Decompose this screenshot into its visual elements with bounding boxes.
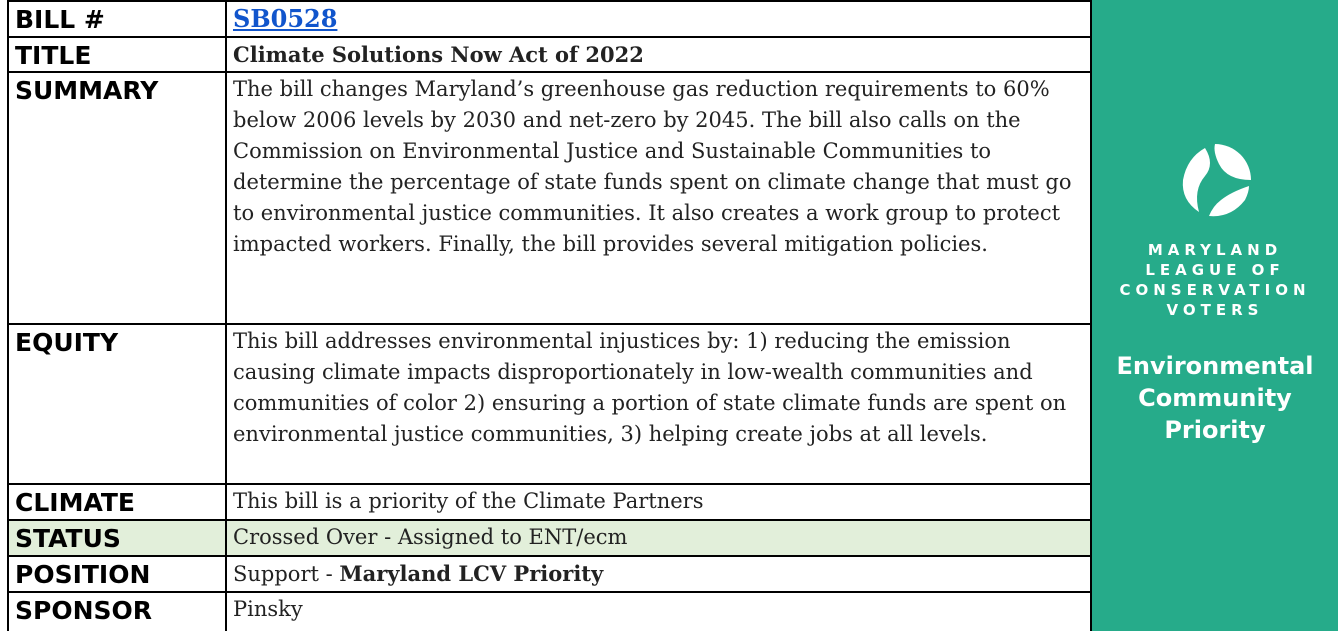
value: SB0528: [225, 0, 1092, 38]
label: POSITION: [7, 555, 227, 593]
line: CONSERVATION: [1119, 281, 1311, 299]
label: CLIMATE: [7, 483, 227, 521]
row: BILL # SB0528: [7, 0, 1092, 38]
value: Crossed Over - Assigned to ENT/ecm: [225, 519, 1092, 557]
row: TITLE Climate Solutions Now Act of 2022: [7, 36, 1092, 73]
label: EQUITY: [7, 323, 227, 485]
value: This bill is a priority of the Climate P…: [225, 483, 1092, 521]
line: Priority: [1164, 416, 1266, 444]
value: Climate Solutions Now Act of 2022: [225, 36, 1092, 73]
row: STATUS Crossed Over - Assigned to ENT/ecm: [7, 519, 1092, 557]
row: EQUITY This bill addresses environmental …: [7, 323, 1092, 485]
row: POSITION Support - Maryland LCV Priority: [7, 555, 1092, 593]
bill-link[interactable]: SB0528: [233, 4, 338, 33]
line: Community: [1138, 384, 1292, 412]
logo-text: MARYLAND LEAGUE OF CONSERVATION VOTERS: [1092, 240, 1338, 320]
label: TITLE: [7, 36, 227, 73]
priority-text: Environmental Community Priority: [1092, 350, 1338, 446]
label: SPONSOR: [7, 591, 227, 631]
logo: [1182, 144, 1251, 217]
value: Pinsky: [225, 591, 1092, 631]
row: SUMMARY The bill changes Maryland’s green…: [7, 71, 1092, 325]
value-text: Support -: [233, 562, 340, 586]
row: CLIMATE This bill is a priority of the Cl…: [7, 483, 1092, 521]
value: This bill addresses environmental injust…: [225, 323, 1092, 485]
bill-table: BILL # SB0528 TITLE Climate Solutions Now …: [7, 0, 1092, 631]
line: LEAGUE OF: [1145, 261, 1285, 279]
row: SPONSOR Pinsky: [7, 591, 1092, 631]
sidebar: MARYLAND LEAGUE OF CONSERVATION VOTERS Envi…: [1092, 0, 1338, 631]
value: The bill changes Maryland’s greenhouse g…: [225, 71, 1092, 325]
label: SUMMARY: [7, 71, 227, 325]
line: MARYLAND: [1147, 241, 1283, 259]
line: Environmental: [1116, 352, 1314, 380]
line: VOTERS: [1166, 301, 1264, 319]
value: Support - Maryland LCV Priority: [225, 555, 1092, 593]
value-bold: Maryland LCV Priority: [339, 561, 604, 586]
label: BILL #: [7, 0, 227, 38]
label: STATUS: [7, 519, 227, 557]
